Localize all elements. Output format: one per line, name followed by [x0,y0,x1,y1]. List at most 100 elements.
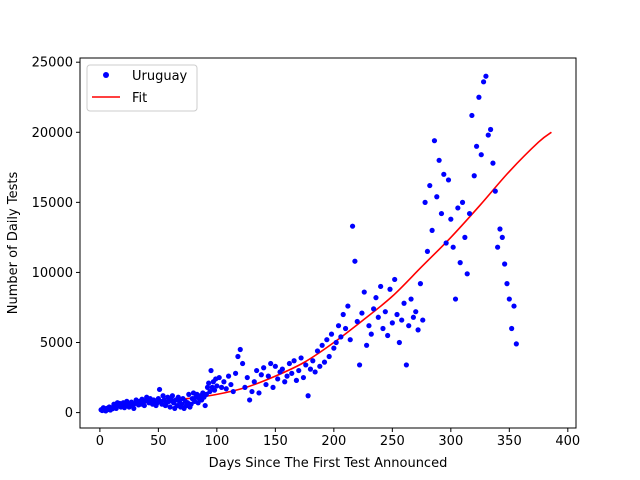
data-point [249,388,255,395]
data-point [324,337,330,343]
y-axis-label: Number of Daily Tests [6,172,21,315]
data-point [206,380,212,386]
data-point [303,362,309,368]
data-point [469,112,475,119]
x-tick-label: 50 [150,434,167,449]
data-point [410,314,416,320]
data-point [298,355,304,361]
data-point [175,394,181,400]
data-point [509,325,515,332]
data-point [258,372,264,378]
data-point [256,390,262,396]
data-point [254,367,260,374]
data-point [321,359,328,365]
data-point [232,370,239,376]
data-point [218,384,225,390]
data-point [366,323,372,329]
data-point [345,303,351,309]
data-point [354,318,360,325]
data-point [506,296,512,302]
data-point [352,258,358,264]
data-point [131,405,137,411]
data-point [186,391,192,397]
data-point [368,331,374,337]
data-point [211,387,218,393]
data-point [319,342,325,348]
data-point [356,362,363,368]
y-tick-label: 15000 [32,196,73,211]
x-tick-label: 0 [96,434,104,449]
data-point [240,360,246,367]
data-point [427,182,433,189]
legend-marker-uruguay [103,72,109,78]
x-tick-label: 300 [438,434,463,449]
x-axis-label: Days Since The First Test Announced [209,456,448,471]
data-point [476,94,482,100]
data-point [156,386,163,393]
points-layer [98,73,519,414]
data-point [167,404,173,410]
data-point [445,177,452,183]
data-point [502,261,508,267]
data-point [333,339,339,346]
data-point [268,360,274,367]
data-point [359,310,365,316]
data-point [455,205,461,211]
data-point [160,393,166,399]
y-axis: 0 5000 10000 15000 20000 25000 [32,56,80,421]
data-point [361,289,367,295]
data-point [389,320,395,326]
data-point [438,210,445,217]
data-point [317,363,323,369]
y-tick-label: 0 [65,406,73,421]
data-point [408,296,414,302]
data-point [338,334,344,340]
data-point [371,306,377,312]
data-point [310,358,316,364]
legend-label-fit: Fit [132,91,147,106]
data-point [382,309,388,315]
x-tick-label: 250 [380,434,405,449]
data-point [261,365,267,371]
data-point [340,311,346,318]
data-point [497,226,503,232]
data-point [314,348,321,354]
legend: Uruguay Fit [86,64,198,112]
data-point [485,132,491,138]
data-point [335,323,342,329]
data-point [413,309,419,315]
data-point [462,234,468,240]
x-tick-label: 150 [263,434,288,449]
data-point [495,244,501,250]
data-point [279,366,285,372]
data-point [235,353,241,360]
data-point [488,126,494,133]
data-point [480,79,487,85]
data-point [289,370,295,376]
data-point [473,143,480,149]
data-point [483,73,489,79]
data-point [265,373,271,379]
data-point [179,401,185,407]
data-point [203,391,209,397]
x-tick-label: 400 [555,434,580,449]
data-point [307,366,314,372]
data-point [286,360,292,367]
data-point [504,281,510,287]
data-point [237,346,243,353]
data-point [415,327,421,333]
data-point [375,314,381,320]
data-point [385,332,391,339]
axes-background [80,58,576,428]
x-tick-label: 350 [497,434,522,449]
data-point [478,152,484,158]
data-point [417,281,424,287]
data-point [275,376,281,382]
data-point [244,374,250,381]
data-point [364,342,370,348]
data-point [394,311,400,318]
axes-frame [79,57,577,429]
data-point [284,373,290,379]
